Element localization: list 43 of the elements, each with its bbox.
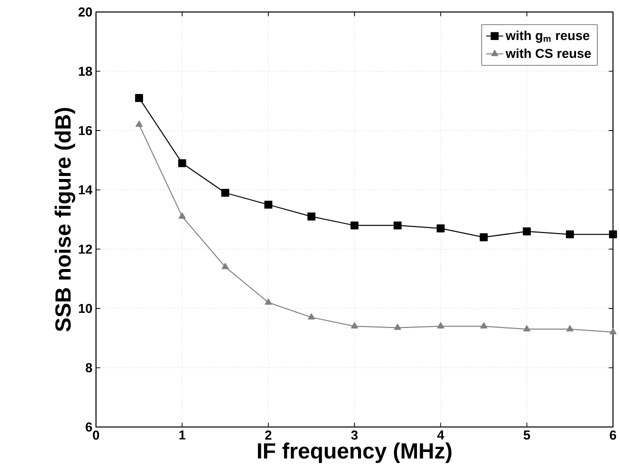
y-tick-label: 12 bbox=[78, 244, 92, 254]
point bbox=[178, 159, 186, 168]
y-tick-label: 8 bbox=[86, 363, 92, 372]
point bbox=[264, 200, 272, 209]
point bbox=[480, 233, 488, 242]
point bbox=[609, 328, 617, 334]
point bbox=[566, 325, 574, 332]
y-tick-label: 14 bbox=[78, 185, 92, 194]
x-tick-label: 3 bbox=[351, 430, 358, 440]
point bbox=[394, 324, 402, 330]
point bbox=[221, 188, 230, 197]
point bbox=[308, 313, 315, 320]
x-axis-title: IF frequency (MHz) bbox=[258, 442, 452, 463]
point bbox=[523, 325, 530, 332]
y-tick-label: 20 bbox=[78, 7, 92, 17]
y-tick-label: 18 bbox=[78, 66, 92, 76]
point bbox=[480, 322, 488, 328]
point bbox=[522, 227, 531, 236]
legend-label: with CS reuse bbox=[506, 48, 591, 58]
y-tick-label: 10 bbox=[78, 304, 92, 314]
point bbox=[136, 120, 143, 127]
point bbox=[135, 94, 144, 102]
point bbox=[307, 212, 316, 221]
point bbox=[609, 230, 617, 238]
x-tick-label: 4 bbox=[437, 430, 444, 440]
x-tick-label: 1 bbox=[179, 430, 186, 440]
y-tick-label: 16 bbox=[78, 126, 92, 136]
point bbox=[178, 212, 186, 219]
point bbox=[437, 322, 444, 328]
point bbox=[566, 230, 574, 238]
point bbox=[222, 262, 229, 270]
point bbox=[350, 322, 358, 328]
y-axis-title: SSB noise figure (dB) bbox=[54, 108, 76, 332]
point bbox=[264, 298, 272, 305]
point bbox=[436, 224, 445, 232]
legend-label: with g$_{m}$ reuse bbox=[506, 30, 590, 43]
x-tick-label: 2 bbox=[265, 430, 272, 440]
point bbox=[350, 221, 358, 230]
y-tick-label: 6 bbox=[86, 422, 92, 432]
x-tick-label: 6 bbox=[610, 430, 616, 440]
point bbox=[394, 221, 402, 230]
x-tick-label: 5 bbox=[524, 430, 530, 440]
x-tick-label: 0 bbox=[92, 430, 100, 440]
